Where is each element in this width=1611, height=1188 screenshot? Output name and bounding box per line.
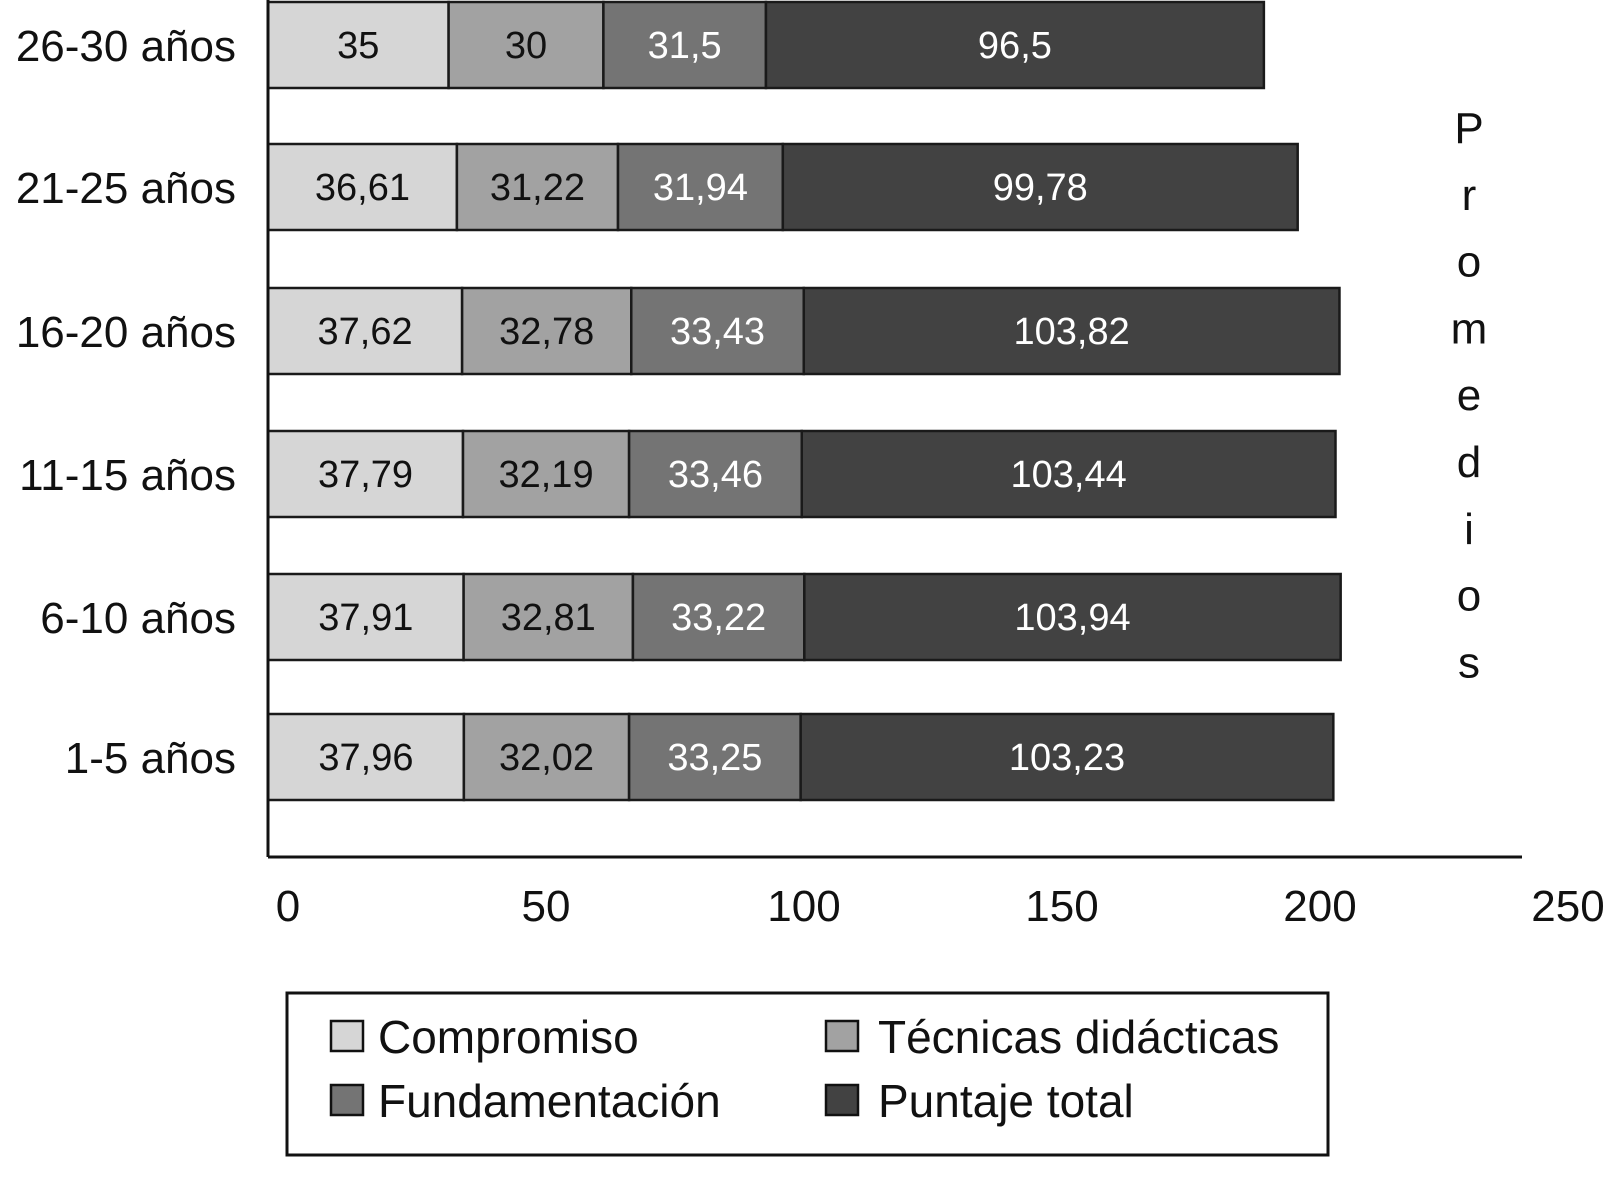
category-label-16-20-anos: 16-20 años: [16, 308, 236, 357]
axes-group: 0 50 100 150 200 250: [266, 0, 1605, 931]
data-label-puntaje-total-1-5-anos: 103,23: [1009, 737, 1125, 779]
legend-swatch-tecnicas-didacticas: [824, 1019, 860, 1053]
legend-label-compromiso: Compromiso: [378, 1011, 639, 1063]
bar-compromiso-1-5-anos: [266, 712, 466, 802]
legend: Compromiso Técnicas didácticas Fundamentac…: [285, 991, 1330, 1157]
y-axis-title-letter: P: [1454, 104, 1483, 153]
data-label-puntaje-total-6-10-anos: 103,94: [1014, 597, 1130, 639]
data-label-compromiso-21-25-anos: 36,61: [315, 167, 410, 209]
y-axis-title-letter: e: [1457, 371, 1481, 420]
category-label-26-30-anos: 26-30 años: [16, 22, 236, 71]
bars-group: 35 30 31,5 96,5 26-30 años 36,61 31,22 31,94 99,…: [16, 0, 1342, 802]
legend-swatch-fundamentacion: [329, 1083, 365, 1117]
data-label-fundamentacion-6-10-anos: 33,22: [671, 597, 766, 639]
category-label-6-10-anos: 6-10 años: [40, 594, 236, 643]
legend-swatch-puntaje-total: [824, 1083, 860, 1117]
bar-tecnicas-didacticas-1-5-anos: [462, 712, 631, 802]
data-label-puntaje-total-21-25-anos: 99,78: [993, 167, 1088, 209]
data-label-compromiso-6-10-anos: 37,91: [318, 597, 413, 639]
data-label-puntaje-total-11-15-anos: 103,44: [1011, 454, 1127, 496]
category-label-1-5-anos: 1-5 años: [65, 734, 236, 783]
x-tick-label-250: 250: [1531, 882, 1604, 931]
bar-compromiso-21-25-anos: [266, 142, 459, 232]
bar-tecnicas-didacticas-16-20-anos: [460, 286, 633, 376]
data-label-compromiso-11-15-anos: 37,79: [318, 454, 413, 496]
bar-puntaje-total-1-5-anos: [799, 712, 1335, 802]
data-label-compromiso-1-5-anos: 37,96: [318, 737, 413, 779]
legend-swatch-compromiso: [329, 1019, 365, 1053]
data-label-compromiso-16-20-anos: 37,62: [318, 311, 413, 353]
bar-tecnicas-didacticas-26-30-anos: [447, 0, 605, 90]
legend-box: [285, 991, 1330, 1157]
data-label-tecnicas-didacticas-16-20-anos: 32,78: [499, 311, 594, 353]
bar-fundamentacion-6-10-anos: [631, 572, 806, 662]
data-label-tecnicas-didacticas-11-15-anos: 32,19: [498, 454, 593, 496]
legend-label-fundamentacion: Fundamentación: [378, 1075, 721, 1127]
bar-puntaje-total-16-20-anos: [802, 286, 1341, 376]
data-label-tecnicas-didacticas-6-10-anos: 32,81: [501, 597, 596, 639]
bar-puntaje-total-6-10-anos: [803, 572, 1342, 662]
bar-puntaje-total-26-30-anos: [764, 0, 1266, 90]
bar-fundamentacion-21-25-anos: [616, 142, 785, 232]
data-label-fundamentacion-26-30-anos: 31,5: [648, 25, 722, 67]
bar-tecnicas-didacticas-11-15-anos: [461, 429, 631, 519]
data-label-tecnicas-didacticas-21-25-anos: 31,22: [490, 167, 585, 209]
bar-puntaje-total-21-25-anos: [781, 142, 1299, 232]
y-axis-title-letter: r: [1462, 171, 1477, 220]
bar-compromiso-26-30-anos: [266, 0, 450, 90]
y-axis-title-letter: o: [1457, 572, 1481, 621]
bar-fundamentacion-1-5-anos: [627, 712, 802, 802]
bar-tecnicas-didacticas-6-10-anos: [462, 572, 635, 662]
data-label-puntaje-total-26-30-anos: 96,5: [978, 25, 1052, 67]
bar-compromiso-11-15-anos: [266, 429, 465, 519]
x-tick-label-100: 100: [767, 882, 840, 931]
bar-fundamentacion-26-30-anos: [602, 0, 768, 90]
x-tick-label-150: 150: [1025, 882, 1098, 931]
y-axis-title-letter: s: [1458, 638, 1480, 687]
bar-tecnicas-didacticas-21-25-anos: [455, 142, 620, 232]
data-label-tecnicas-didacticas-1-5-anos: 32,02: [499, 737, 594, 779]
data-label-compromiso-26-30-anos: 35: [337, 25, 379, 67]
bar-puntaje-total-11-15-anos: [800, 429, 1337, 519]
y-axis-title-letter: i: [1464, 505, 1474, 554]
y-axis-title-letter: d: [1457, 438, 1481, 487]
x-tick-label-0: 0: [276, 882, 300, 931]
x-tick-label-200: 200: [1283, 882, 1356, 931]
data-label-fundamentacion-16-20-anos: 33,43: [670, 311, 765, 353]
category-label-21-25-anos: 21-25 años: [16, 164, 236, 213]
data-label-fundamentacion-21-25-anos: 31,94: [653, 167, 748, 209]
data-label-fundamentacion-1-5-anos: 33,25: [667, 737, 762, 779]
y-axis-title-letter: m: [1451, 304, 1488, 353]
data-label-fundamentacion-11-15-anos: 33,46: [668, 454, 763, 496]
y-axis-title-letter: o: [1457, 238, 1481, 287]
legend-label-tecnicas-didacticas: Técnicas didácticas: [878, 1011, 1279, 1063]
x-tick-label-50: 50: [522, 882, 571, 931]
data-label-puntaje-total-16-20-anos: 103,82: [1014, 311, 1130, 353]
data-label-tecnicas-didacticas-26-30-anos: 30: [505, 25, 547, 67]
legend-label-puntaje-total: Puntaje total: [878, 1075, 1134, 1127]
category-label-11-15-anos: 11-15 años: [19, 451, 236, 500]
